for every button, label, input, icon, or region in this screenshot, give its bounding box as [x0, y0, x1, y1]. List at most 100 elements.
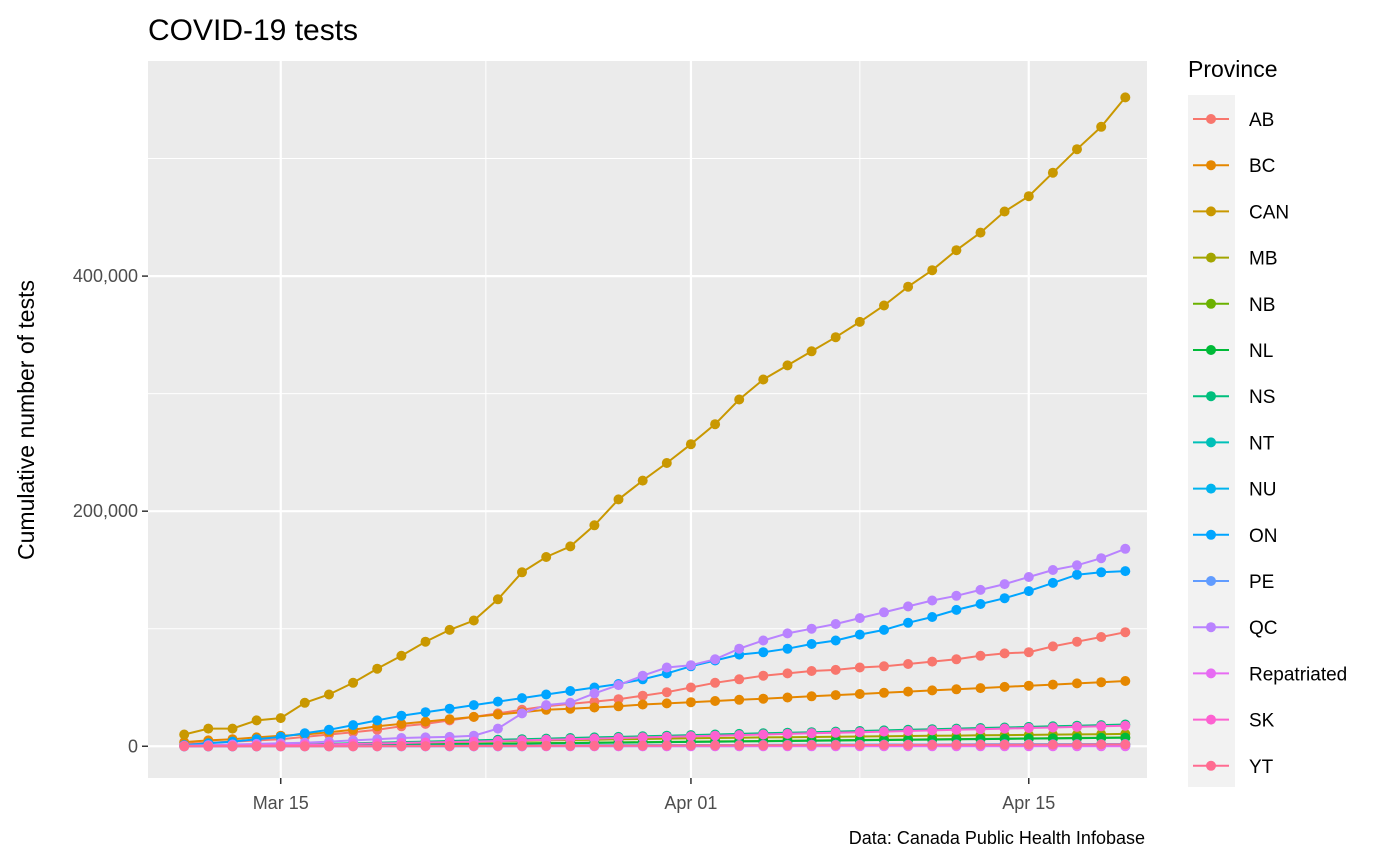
- data-point: [830, 332, 841, 343]
- data-point: [1096, 739, 1107, 750]
- data-point: [758, 635, 769, 646]
- data-point: [927, 685, 938, 696]
- data-point: [637, 475, 648, 486]
- data-point: [734, 730, 745, 741]
- data-point: [637, 690, 648, 701]
- data-point: [468, 741, 479, 751]
- y-tick-label: 200,000: [73, 501, 138, 521]
- data-point: [854, 689, 865, 699]
- legend-item-ab: AB: [1193, 110, 1274, 131]
- data-point: [613, 494, 624, 505]
- data-point: [830, 727, 841, 738]
- data-point: [1047, 679, 1058, 690]
- legend-key-point: [1206, 206, 1216, 217]
- data-point: [903, 686, 914, 697]
- data-point: [734, 643, 745, 654]
- data-point: [251, 741, 262, 752]
- legend-label: NU: [1249, 480, 1276, 501]
- legend-item-ns: NS: [1193, 387, 1275, 408]
- legend-key-point: [1206, 529, 1216, 540]
- series-line: [183, 96, 1127, 736]
- series-line: [184, 680, 1126, 744]
- data-point: [1023, 191, 1034, 202]
- legend-key-point: [1206, 298, 1216, 309]
- data-point: [348, 677, 359, 688]
- data-point: [251, 715, 262, 726]
- caption: Data: Canada Public Health Infobase: [849, 828, 1145, 848]
- legend-item-sk: SK: [1193, 711, 1275, 732]
- data-point: [1072, 721, 1082, 732]
- data-point: [854, 629, 865, 640]
- legend-key-point: [1206, 437, 1216, 448]
- data-point: [685, 697, 696, 708]
- data-point: [806, 740, 817, 751]
- data-point: [396, 650, 407, 661]
- data-point: [517, 693, 527, 704]
- legend-item-qc: QC: [1193, 618, 1278, 639]
- data-point: [854, 613, 865, 624]
- y-tick-label: 0: [128, 736, 138, 756]
- data-point: [903, 726, 914, 736]
- data-point: [782, 668, 793, 679]
- data-point: [782, 360, 793, 371]
- data-point: [1047, 565, 1058, 575]
- data-point: [830, 664, 841, 675]
- data-point: [1120, 627, 1131, 638]
- data-point: [1120, 566, 1131, 577]
- data-point: [927, 739, 938, 750]
- legend-item-mb: MB: [1193, 249, 1278, 270]
- data-point: [444, 741, 455, 751]
- data-point: [951, 684, 962, 695]
- data-point: [927, 595, 938, 606]
- data-point: [854, 740, 865, 750]
- data-point: [951, 245, 962, 256]
- data-point: [420, 741, 431, 752]
- chart-title: COVID-19 tests: [148, 14, 358, 47]
- data-point: [951, 654, 962, 665]
- data-point: [444, 714, 455, 725]
- data-point: [541, 700, 552, 711]
- data-point: [565, 541, 576, 552]
- data-point: [589, 733, 600, 744]
- data-point: [420, 716, 431, 727]
- legend-item-nt: NT: [1193, 433, 1275, 454]
- data-point: [1120, 543, 1131, 554]
- data-point: [879, 661, 889, 672]
- data-point: [806, 691, 817, 702]
- data-point: [685, 660, 696, 671]
- data-point: [589, 740, 600, 751]
- data-point: [613, 694, 624, 705]
- legend-key-point: [1206, 576, 1216, 586]
- data-point: [782, 740, 793, 751]
- data-point: [1096, 677, 1107, 688]
- legend-label: QC: [1249, 618, 1278, 639]
- legend-item-can: CAN: [1193, 202, 1289, 223]
- data-point: [999, 681, 1010, 692]
- legend-key-point: [1206, 160, 1216, 171]
- legend-item-nb: NB: [1193, 295, 1275, 316]
- data-point: [710, 654, 721, 665]
- data-point: [444, 624, 455, 635]
- data-point: [324, 724, 334, 735]
- data-point: [1072, 569, 1082, 580]
- series-qc: [179, 543, 1131, 751]
- legend-label: YT: [1249, 757, 1274, 778]
- data-point: [999, 579, 1010, 590]
- data-point: [734, 674, 745, 685]
- data-point: [806, 623, 817, 634]
- data-point: [927, 265, 938, 276]
- data-point: [734, 394, 745, 405]
- series-line: [184, 631, 1126, 745]
- data-point: [589, 520, 600, 531]
- data-point: [903, 617, 914, 628]
- data-point: [903, 281, 914, 292]
- legend-label: CAN: [1249, 202, 1289, 223]
- series-line: [184, 570, 1126, 747]
- data-point: [734, 694, 745, 705]
- legend-item-yt: YT: [1193, 757, 1274, 778]
- series-layer: [179, 92, 1131, 752]
- plot-panel: [148, 61, 1147, 778]
- data-point: [1047, 641, 1058, 652]
- data-point: [203, 723, 214, 734]
